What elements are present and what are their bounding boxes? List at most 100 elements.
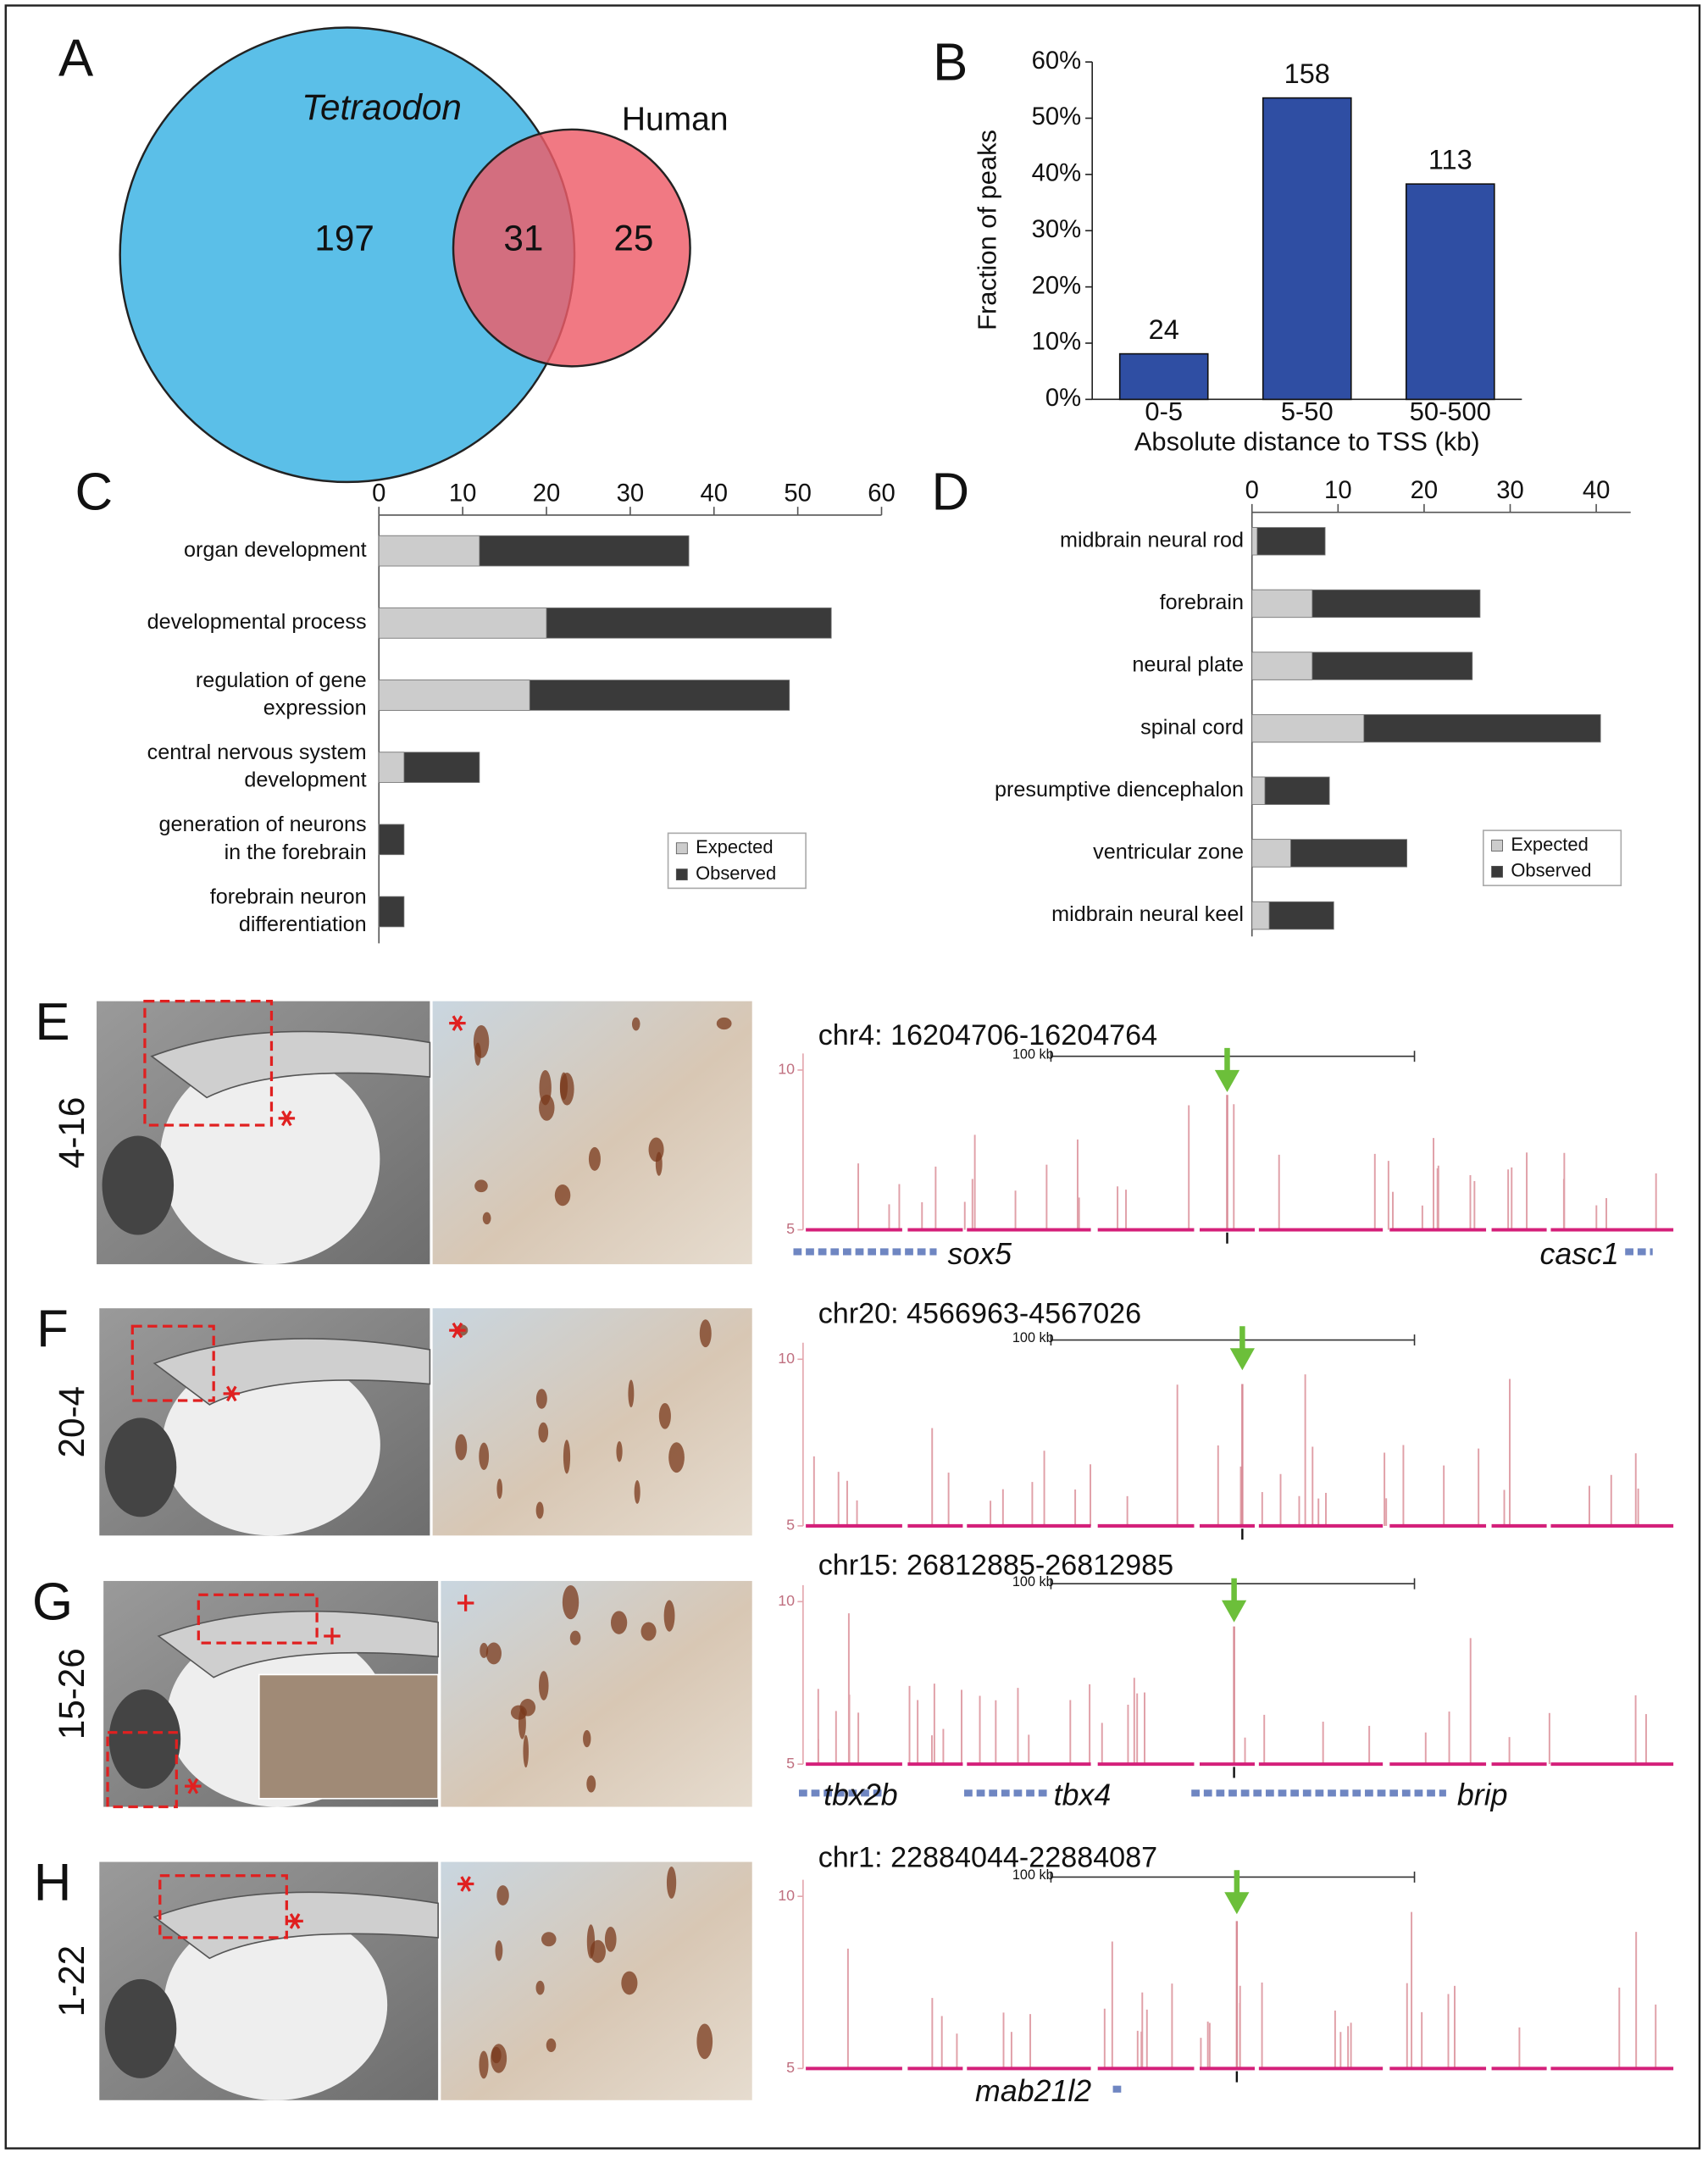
x-tick-label: 20 [533,480,561,507]
stain [535,1980,545,1995]
gene-label: tbx4 [1054,1778,1112,1812]
x-tick-label: 30 [1496,477,1524,504]
clone-label: 1-22 [52,1945,92,2017]
category-label: developmental process [147,610,367,634]
stain [590,1939,606,1963]
embryo-yolk [159,1053,380,1265]
stain [535,1501,544,1519]
stain [554,1184,571,1207]
stain [562,1584,580,1620]
marker [452,1015,463,1031]
x-tick-label: 10 [449,480,477,507]
scale-label: 100 kb [1012,1867,1054,1883]
stain [535,1389,547,1409]
x-tick-label: 5-50 [1281,397,1334,426]
stain [610,1611,628,1634]
stain [696,2023,713,2060]
embryo-head [108,1689,181,1789]
stain [496,1885,509,1906]
embryo-tail [157,1610,439,1678]
panel-letter: E [35,993,69,1051]
x-tick-label: 0-5 [1145,397,1183,426]
stain [480,1642,489,1658]
gene-label: sox5 [948,1237,1012,1271]
category-label: forebrain neuron [210,885,367,908]
bar [1262,97,1352,401]
gene-label: mab21l2 [975,2074,1091,2108]
track-tick-label: 5 [786,2059,795,2076]
stain [616,1440,623,1462]
panel-letter: A [58,29,94,87]
count-label: 24 [1149,314,1179,345]
arrow-head [1229,1348,1255,1371]
marker [452,1322,463,1339]
category-label: central nervous system [147,741,367,764]
y-tick-label: 0% [1045,385,1081,412]
category-label: ventricular zone [1093,840,1244,864]
y-tick-label: 60% [1032,47,1082,75]
panel-letter: B [933,33,968,92]
legend-box [667,832,807,890]
bar [378,607,547,639]
bar [1251,839,1291,868]
marker [226,1385,237,1402]
stain [658,1403,671,1429]
stain [539,1671,549,1700]
stain [539,1095,555,1121]
y-tick-label: 30% [1032,216,1082,243]
count-label: 113 [1428,145,1472,175]
stain [628,1379,635,1408]
marker [289,1913,301,1929]
stain [518,1707,526,1739]
stain [655,1151,663,1176]
track-tick-label: 5 [786,1517,795,1534]
stain [604,1927,617,1952]
track-tick-label: 5 [786,1220,795,1237]
embryo-yolk [164,1909,388,2100]
bar [378,824,405,856]
category-label: spinal cord [1140,715,1244,739]
gene-label: brip [1457,1778,1508,1812]
arrow-head [1224,1892,1250,1915]
arrow-head [1214,1069,1240,1092]
stain [634,1480,640,1504]
marker [281,1110,292,1127]
y-tick-label: 50% [1032,103,1082,130]
clone-label: 4-16 [52,1097,92,1169]
set-count: 197 [314,219,374,258]
bar [1251,901,1270,930]
scale-label: 100 kb [1012,1046,1054,1062]
region-box [143,1000,274,1127]
stain [482,1212,491,1225]
x-tick-label: 40 [1583,477,1611,504]
scale-label: 100 kb [1012,1330,1054,1345]
stain [583,1729,591,1748]
locus-label: chr1: 22884044-22884087 [818,1841,1157,1873]
category-label: forebrain [1160,591,1244,614]
stain [563,1440,571,1474]
bar [1251,527,1326,556]
bar [1251,714,1365,743]
stain [559,1072,568,1101]
clone-label: 15-26 [52,1648,92,1739]
region-box [197,1593,319,1645]
legend-swatch [675,842,688,855]
y-tick-label: 20% [1032,272,1082,299]
legend-box [1482,829,1622,886]
stain [586,1775,596,1793]
legend-swatch [1491,840,1503,852]
bar [378,535,480,567]
set-label: Human [622,101,729,137]
x-tick-label: 60 [868,480,896,507]
bar [1405,183,1495,401]
track-tick-label: 10 [778,1887,795,1904]
track-tick-label: 10 [778,1061,795,1078]
bar [378,680,530,711]
bar [1251,652,1313,680]
stain [479,1442,490,1471]
y-tick-label: 10% [1032,329,1082,356]
bar [1251,589,1313,619]
y-tick-label: 40% [1032,160,1082,187]
stain [546,2038,557,2052]
